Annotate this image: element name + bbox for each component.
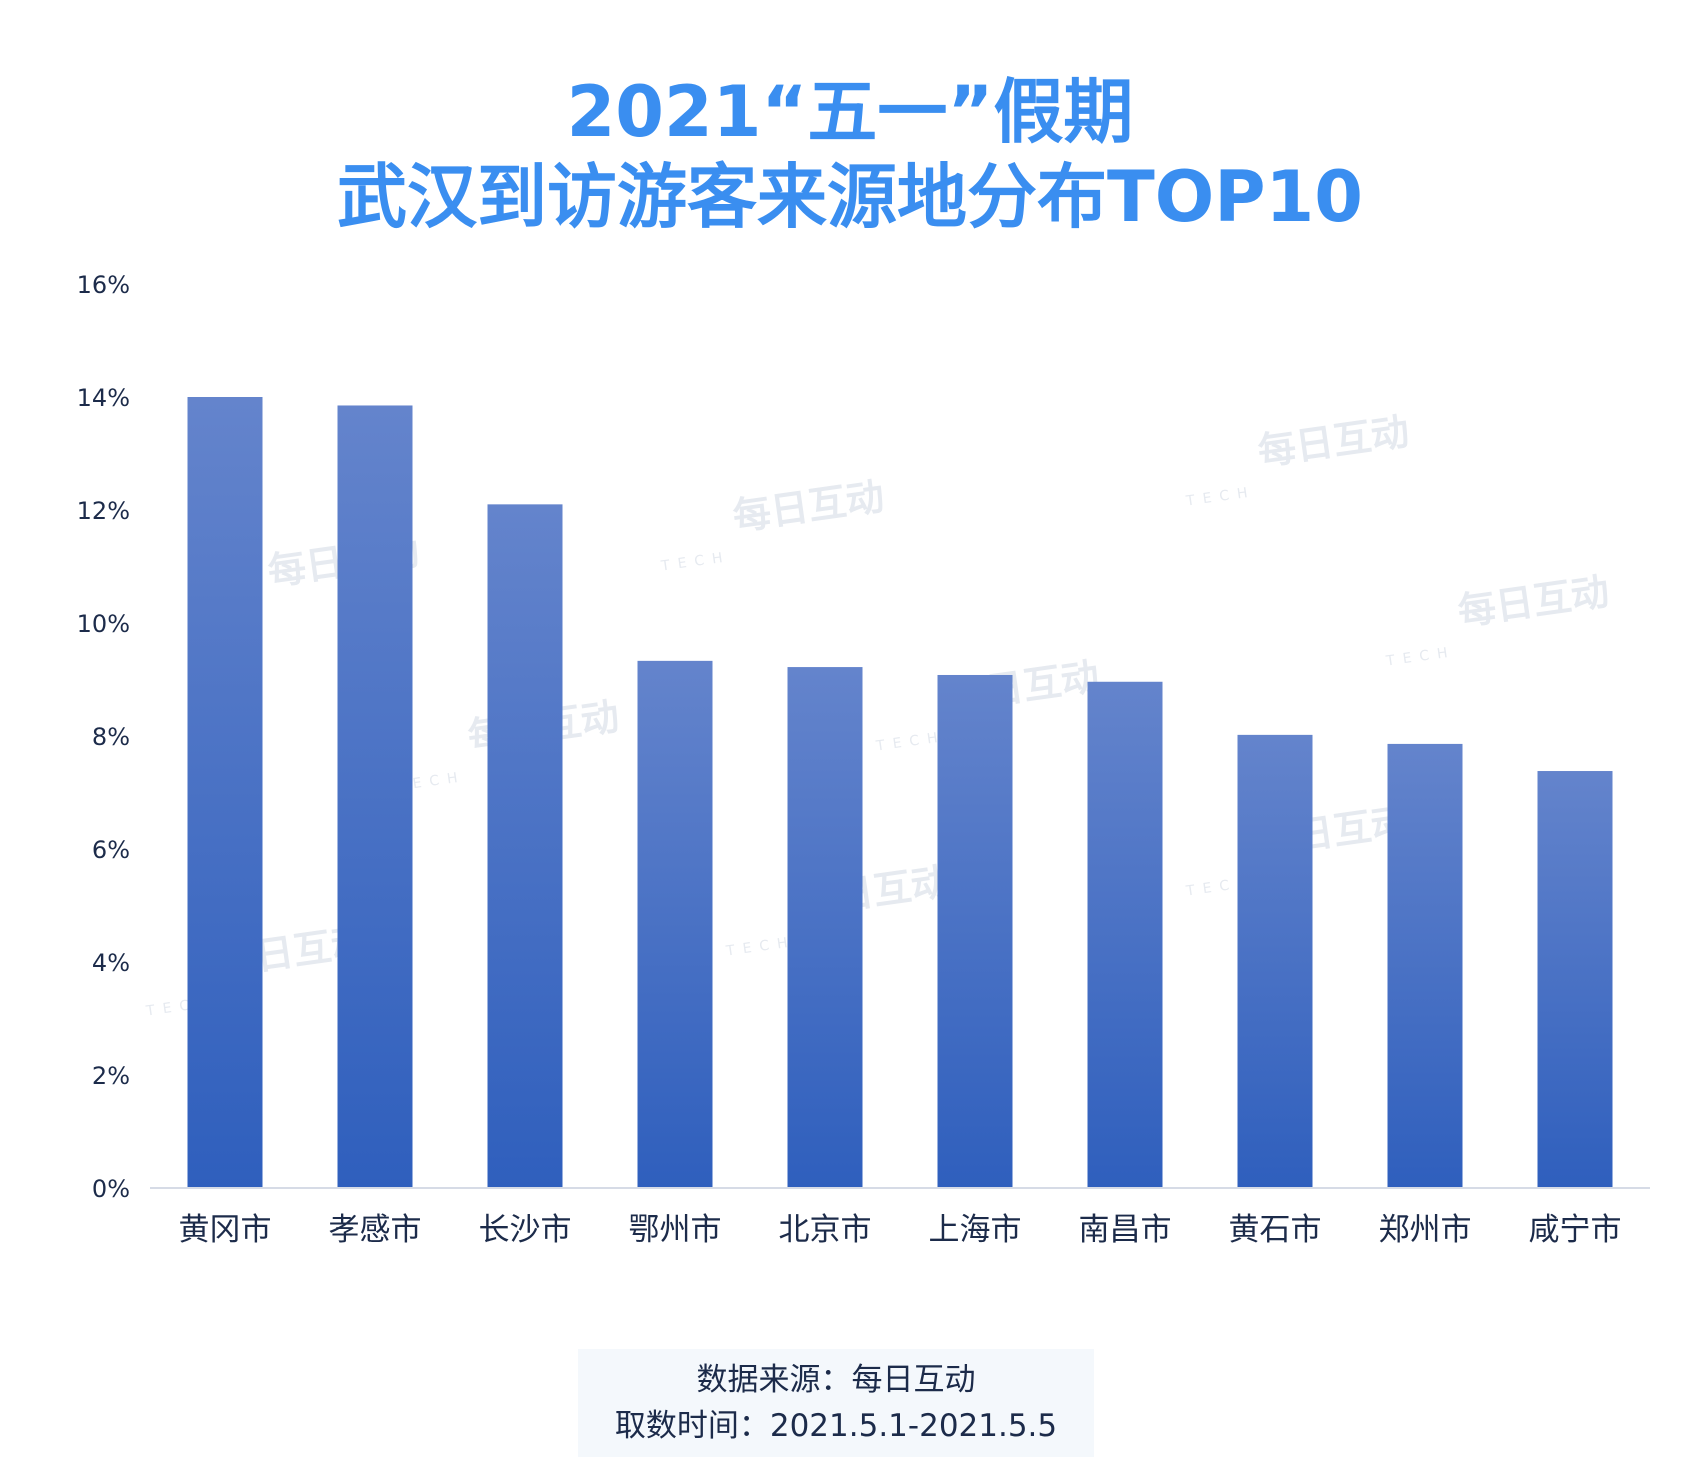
bar-3 [487, 504, 563, 1189]
watermark-sub: TECH [1184, 484, 1256, 510]
y-axis: 0% 2% 4% 6% 8% 10% 12% 14% 16% [77, 271, 130, 1203]
watermark-sub: TECH [659, 549, 731, 575]
watermark-text: 每日互动 [1255, 409, 1412, 474]
x-tick-label: 鄂州市 [629, 1212, 722, 1248]
bar-10 [1537, 771, 1613, 1188]
y-tick-label: 14% [77, 384, 130, 412]
x-tick-label: 郑州市 [1379, 1212, 1472, 1248]
source-text: 数据来源：每日互动 [696, 1362, 976, 1398]
bar-1 [187, 397, 263, 1188]
watermark-text: 每日互动 [1455, 569, 1612, 634]
bar-7 [1087, 681, 1163, 1188]
bar-4 [637, 660, 713, 1188]
x-tick-label: 南昌市 [1079, 1212, 1172, 1248]
source-box: 数据来源：每日互动 取数时间：2021.5.1-2021.5.5 [578, 1349, 1094, 1457]
x-tick-label: 黄冈市 [179, 1212, 272, 1248]
period-text: 取数时间：2021.5.1-2021.5.5 [614, 1408, 1058, 1444]
watermark-text: 每日互动 [730, 474, 887, 539]
bar-series [187, 397, 1613, 1189]
y-tick-label: 8% [92, 723, 130, 751]
watermark-sub: TECH [874, 729, 946, 755]
x-tick-label: 咸宁市 [1529, 1212, 1622, 1248]
x-axis: 黄冈市 孝感市 长沙市 鄂州市 北京市 上海市 南昌市 黄石市 郑州市 咸宁市 [179, 1212, 1622, 1248]
x-tick-label: 长沙市 [479, 1212, 572, 1248]
bar-8 [1237, 734, 1313, 1188]
chart-title-line1: 2021“五一”假期 [566, 71, 1134, 153]
x-tick-label: 黄石市 [1229, 1212, 1322, 1248]
bar-6 [937, 674, 1013, 1188]
y-tick-label: 10% [77, 610, 130, 638]
bar-2 [337, 405, 413, 1189]
y-tick-label: 2% [92, 1062, 130, 1090]
watermark-sub: TECH [724, 934, 796, 960]
bar-9 [1387, 743, 1463, 1188]
y-tick-label: 4% [92, 949, 130, 977]
y-tick-label: 12% [77, 497, 130, 525]
x-tick-label: 北京市 [779, 1212, 872, 1248]
x-tick-label: 孝感市 [329, 1212, 422, 1248]
watermark-sub: TECH [1384, 644, 1456, 670]
bar-5 [787, 667, 863, 1188]
chart-title-line2: 武汉到访游客来源地分布TOP10 [337, 156, 1363, 238]
y-tick-label: 6% [92, 836, 130, 864]
y-tick-label: 16% [77, 271, 130, 299]
y-tick-label: 0% [92, 1175, 130, 1203]
x-tick-label: 上海市 [929, 1212, 1022, 1248]
